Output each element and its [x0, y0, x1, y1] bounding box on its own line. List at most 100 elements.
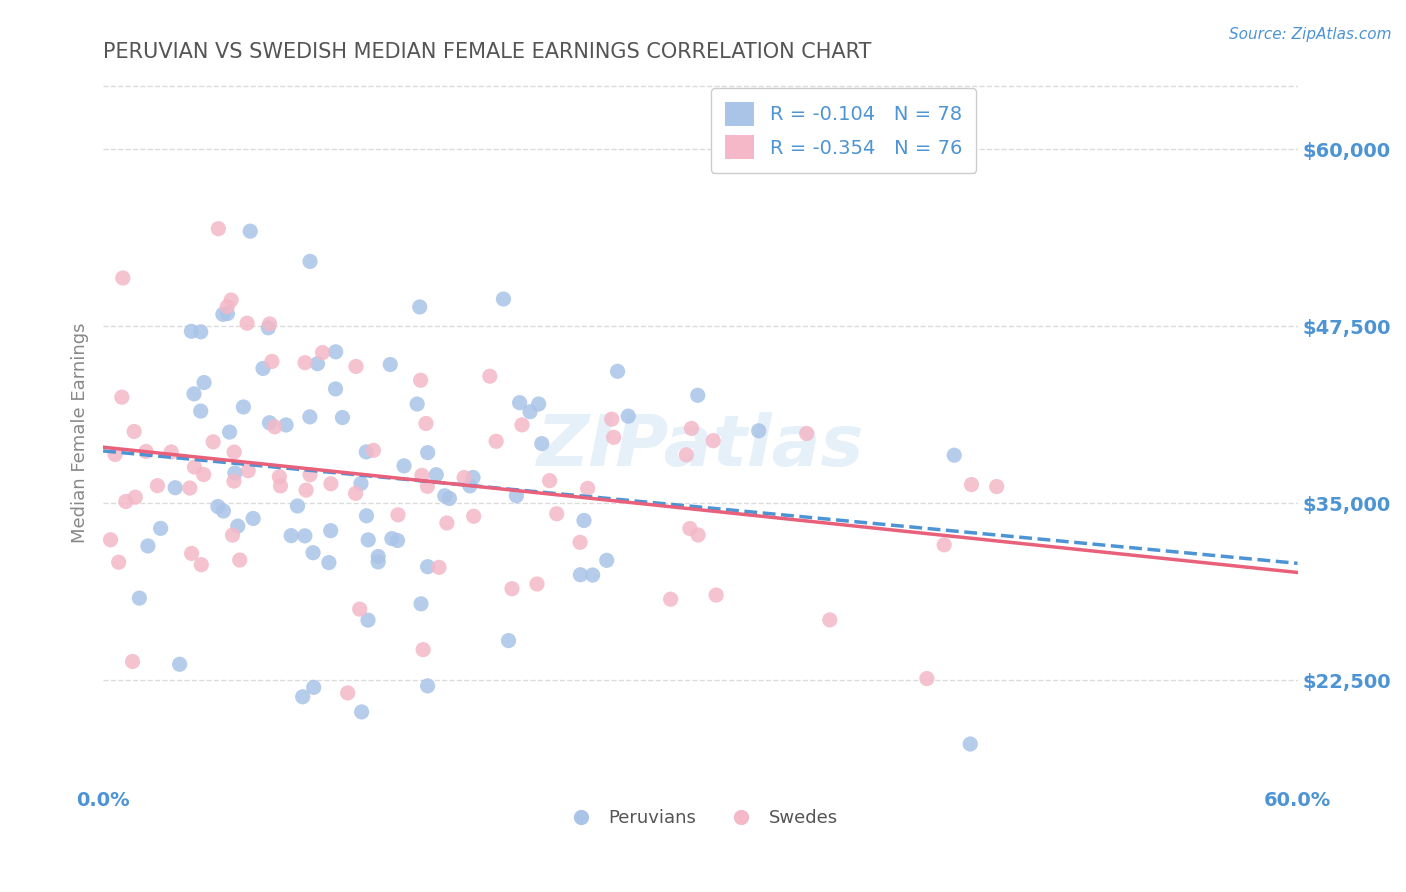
Point	[367, 555, 389, 569]
Point	[260, 354, 283, 368]
Point	[416, 445, 439, 459]
Point	[453, 470, 475, 484]
Point	[124, 490, 146, 504]
Point	[600, 412, 623, 426]
Point	[439, 491, 461, 506]
Point	[111, 390, 134, 404]
Point	[291, 690, 314, 704]
Point	[606, 364, 628, 378]
Point	[294, 356, 316, 370]
Point	[350, 705, 373, 719]
Point	[659, 592, 682, 607]
Point	[596, 553, 619, 567]
Point	[406, 397, 429, 411]
Point	[380, 358, 402, 372]
Point	[111, 271, 134, 285]
Point	[416, 559, 439, 574]
Point	[311, 345, 333, 359]
Point	[226, 519, 249, 533]
Point	[325, 344, 347, 359]
Point	[221, 528, 243, 542]
Point	[702, 434, 724, 448]
Point	[146, 478, 169, 492]
Point	[259, 317, 281, 331]
Point	[238, 464, 260, 478]
Point	[332, 410, 354, 425]
Point	[269, 469, 291, 483]
Point	[582, 568, 605, 582]
Point	[160, 445, 183, 459]
Point	[681, 421, 703, 435]
Text: ZIPatlas: ZIPatlas	[537, 412, 865, 481]
Point	[530, 436, 553, 450]
Text: Source: ZipAtlas.com: Source: ZipAtlas.com	[1229, 27, 1392, 42]
Point	[202, 434, 225, 449]
Point	[458, 479, 481, 493]
Point	[274, 417, 297, 432]
Point	[207, 500, 229, 514]
Text: PERUVIAN VS SWEDISH MEDIAN FEMALE EARNINGS CORRELATION CHART: PERUVIAN VS SWEDISH MEDIAN FEMALE EARNIN…	[103, 42, 872, 62]
Point	[217, 307, 239, 321]
Point	[100, 533, 122, 547]
Point	[357, 613, 380, 627]
Point	[193, 376, 215, 390]
Point	[307, 357, 329, 371]
Point	[190, 558, 212, 572]
Point	[319, 524, 342, 538]
Point	[960, 477, 983, 491]
Point	[463, 509, 485, 524]
Point	[344, 486, 367, 500]
Legend: Peruvians, Swedes: Peruvians, Swedes	[555, 802, 845, 834]
Point	[121, 655, 143, 669]
Point	[409, 300, 432, 314]
Point	[461, 470, 484, 484]
Point	[222, 474, 245, 488]
Point	[526, 577, 548, 591]
Point	[318, 556, 340, 570]
Point	[576, 481, 599, 495]
Point	[190, 404, 212, 418]
Point	[165, 481, 187, 495]
Point	[224, 466, 246, 480]
Point	[169, 657, 191, 672]
Point	[219, 293, 242, 307]
Point	[128, 591, 150, 606]
Point	[236, 316, 259, 330]
Point	[356, 445, 378, 459]
Point	[295, 483, 318, 497]
Point	[748, 424, 770, 438]
Point	[505, 489, 527, 503]
Point	[617, 409, 640, 424]
Point	[572, 514, 595, 528]
Point	[357, 533, 380, 547]
Point	[218, 425, 240, 439]
Point	[416, 479, 439, 493]
Point	[498, 633, 520, 648]
Point	[302, 681, 325, 695]
Point	[217, 300, 239, 314]
Point	[986, 479, 1008, 493]
Point	[252, 361, 274, 376]
Point	[336, 686, 359, 700]
Point	[492, 292, 515, 306]
Point	[934, 538, 956, 552]
Point	[478, 369, 501, 384]
Point	[180, 324, 202, 338]
Point	[411, 468, 433, 483]
Point	[387, 533, 409, 548]
Point	[183, 387, 205, 401]
Point	[943, 448, 966, 462]
Point	[259, 416, 281, 430]
Point	[519, 405, 541, 419]
Point	[350, 476, 373, 491]
Y-axis label: Median Female Earnings: Median Female Earnings	[72, 322, 89, 543]
Point	[298, 254, 321, 268]
Point	[796, 426, 818, 441]
Point	[287, 499, 309, 513]
Point	[280, 528, 302, 542]
Point	[232, 400, 254, 414]
Point	[602, 430, 624, 444]
Point	[679, 522, 702, 536]
Point	[392, 458, 415, 473]
Point	[675, 448, 697, 462]
